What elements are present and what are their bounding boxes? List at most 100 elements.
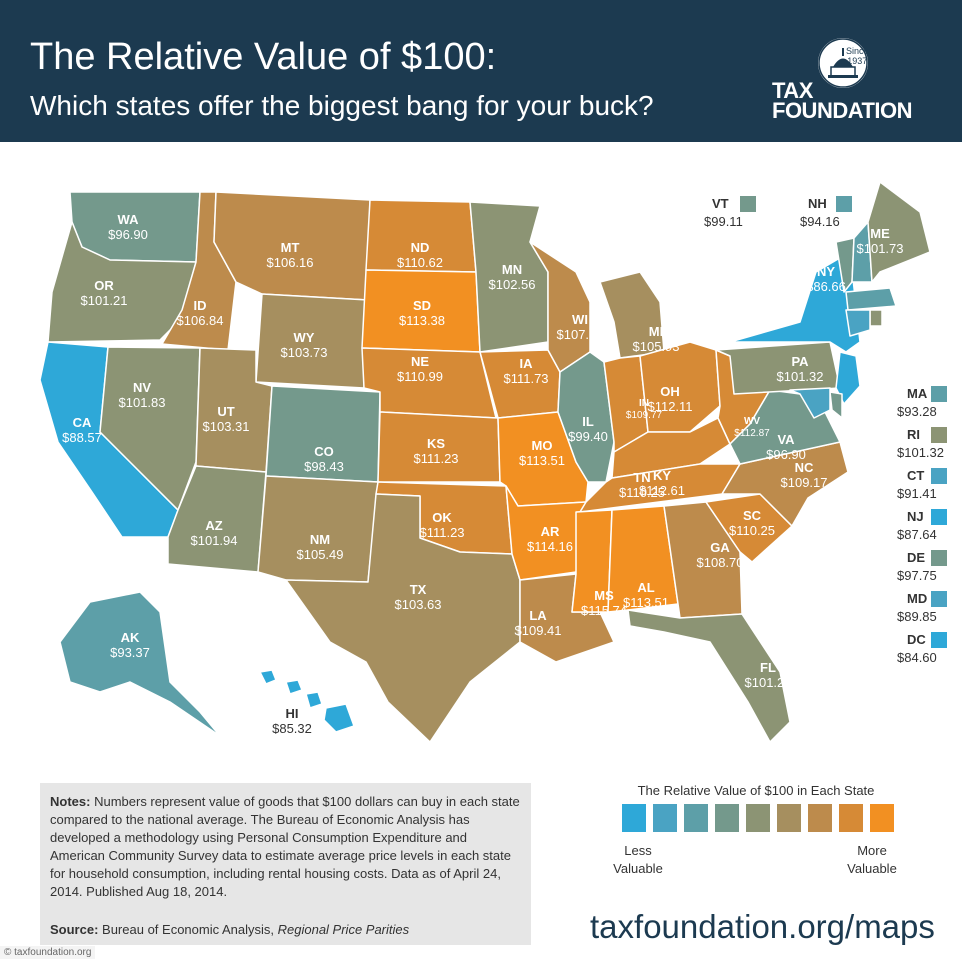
state-abbr: IA <box>519 356 533 371</box>
callout-color-swatch <box>931 468 947 484</box>
state-abbr: IL <box>582 414 594 429</box>
state-value: $113.51 <box>622 595 670 610</box>
state-abbr: AR <box>540 524 560 539</box>
callout-abbr: NH <box>808 196 827 211</box>
state-abbr: NE <box>410 354 430 369</box>
state-abbr: MS <box>594 588 614 603</box>
state-value: $111.73 <box>503 371 549 386</box>
callout-abbr: MA <box>907 386 928 401</box>
callout-color-swatch <box>931 509 947 525</box>
state-shape-md[interactable] <box>789 387 831 419</box>
state-abbr: WY <box>293 330 315 345</box>
state-value: $101.94 <box>190 533 238 548</box>
state-abbr: KS <box>426 436 446 451</box>
state-shape-de[interactable] <box>829 391 843 419</box>
state-value: $109.17 <box>780 475 828 490</box>
legend-swatch <box>808 804 832 832</box>
state-value: $101.73 <box>856 241 904 256</box>
callout-abbr: DC <box>907 632 926 647</box>
state-label-ny: NY $86.66 <box>806 264 846 294</box>
state-label-wy: WY $103.73 <box>281 330 328 360</box>
state-value: $88.57 <box>62 430 102 445</box>
callout-color-swatch <box>931 427 947 443</box>
state-abbr: AZ <box>205 518 223 533</box>
state-value: $110.99 <box>396 369 444 384</box>
state-abbr: AK <box>120 630 140 645</box>
state-shape-pa[interactable] <box>715 341 841 395</box>
state-label-or: OR $101.21 <box>81 278 128 308</box>
callout-value: $99.11 <box>704 214 743 229</box>
state-abbr: MT <box>280 240 300 255</box>
state-value: $96.90 <box>766 447 806 462</box>
state-value: $108.70 <box>696 555 744 570</box>
state-value: $106.16 <box>266 255 314 270</box>
state-shape-ri[interactable] <box>869 309 883 327</box>
state-abbr: ME <box>870 226 890 241</box>
state-abbr: VA <box>777 432 795 447</box>
state-shape-ms[interactable] <box>571 509 613 613</box>
legend-more-label: More Valuable <box>832 842 912 878</box>
state-value: $105.49 <box>296 547 344 562</box>
state-abbr: KY <box>652 468 672 483</box>
state-shape-sc[interactable] <box>705 493 793 563</box>
state-value: $86.66 <box>806 279 846 294</box>
state-shape-ct[interactable] <box>845 309 871 337</box>
source-title: Regional Price Parities <box>277 922 410 937</box>
state-value: $93.37 <box>110 645 150 660</box>
tax-foundation-logo[interactable]: Since 1937 TAX FOUNDATION <box>770 36 940 126</box>
legend-swatch <box>684 804 708 832</box>
state-value: $113.51 <box>518 453 566 468</box>
state-shape-me[interactable] <box>867 181 931 283</box>
legend-less-line2: Valuable <box>613 861 663 876</box>
state-value: $101.32 <box>776 369 824 384</box>
state-shape-fl[interactable] <box>627 609 791 743</box>
state-label-ia: IA $111.73 <box>503 356 548 386</box>
legend-swatch <box>839 804 863 832</box>
state-value: $112.61 <box>638 483 686 498</box>
state-shape-nj[interactable] <box>835 351 861 405</box>
state-value: $102.56 <box>488 277 536 292</box>
state-label-tn: TN $110.25 <box>619 470 665 500</box>
source-label: Source: <box>50 922 99 937</box>
logo-tax: TAX <box>772 78 813 103</box>
state-value: $96.90 <box>108 227 148 242</box>
state-label-mn: MN $102.56 <box>489 262 536 292</box>
state-value: $112.11 <box>647 399 693 414</box>
page-subtitle: Which states offer the biggest bang for … <box>30 90 654 121</box>
state-label-fl: FL $101.21 <box>745 660 792 690</box>
state-value: $112.87 <box>734 428 770 439</box>
logo-since: Since <box>846 46 869 56</box>
state-label-tx: TX $103.63 <box>395 582 442 612</box>
state-shape-ak[interactable] <box>59 591 221 737</box>
state-label-ks: KS $111.23 <box>413 436 458 466</box>
state-abbr: LA <box>529 608 547 623</box>
logo-foundation: FOUNDATION <box>772 98 913 123</box>
image-credit: © taxfoundation.org <box>0 946 96 959</box>
state-shape-nv[interactable] <box>99 346 201 511</box>
state-label-in: IN $109.77 <box>626 398 662 422</box>
state-value: $111.23 <box>419 525 465 540</box>
state-value: $115.74 <box>580 603 628 618</box>
state-shape-tx[interactable] <box>285 493 521 743</box>
callout-value: $84.60 <box>897 650 937 665</box>
state-value: $85.32 <box>272 721 312 736</box>
state-shape-hi[interactable] <box>259 669 355 733</box>
state-shape-al[interactable] <box>607 505 679 613</box>
state-label-nv: NV $101.83 <box>119 380 166 410</box>
state-shape-nm[interactable] <box>257 475 379 583</box>
callout-color-swatch <box>931 550 947 566</box>
state-value: $103.63 <box>394 597 442 612</box>
footer-url-link[interactable]: taxfoundation.org/maps <box>590 908 935 945</box>
state-shape-tn[interactable] <box>579 463 741 513</box>
legend-more-line2: Valuable <box>847 861 897 876</box>
state-label-mo: MO $113.51 <box>519 438 565 468</box>
state-value: $103.31 <box>202 419 250 434</box>
state-value: $101.21 <box>744 675 792 690</box>
state-abbr: ID <box>193 298 207 313</box>
state-value: $107.64 <box>556 327 604 342</box>
state-shape-ma[interactable] <box>845 287 897 311</box>
source-text: Bureau of Economic Analysis, <box>102 922 278 937</box>
legend-swatch <box>870 804 894 832</box>
state-label-ut: UT $103.31 <box>203 404 250 434</box>
legend-less-label: Less Valuable <box>598 842 678 878</box>
